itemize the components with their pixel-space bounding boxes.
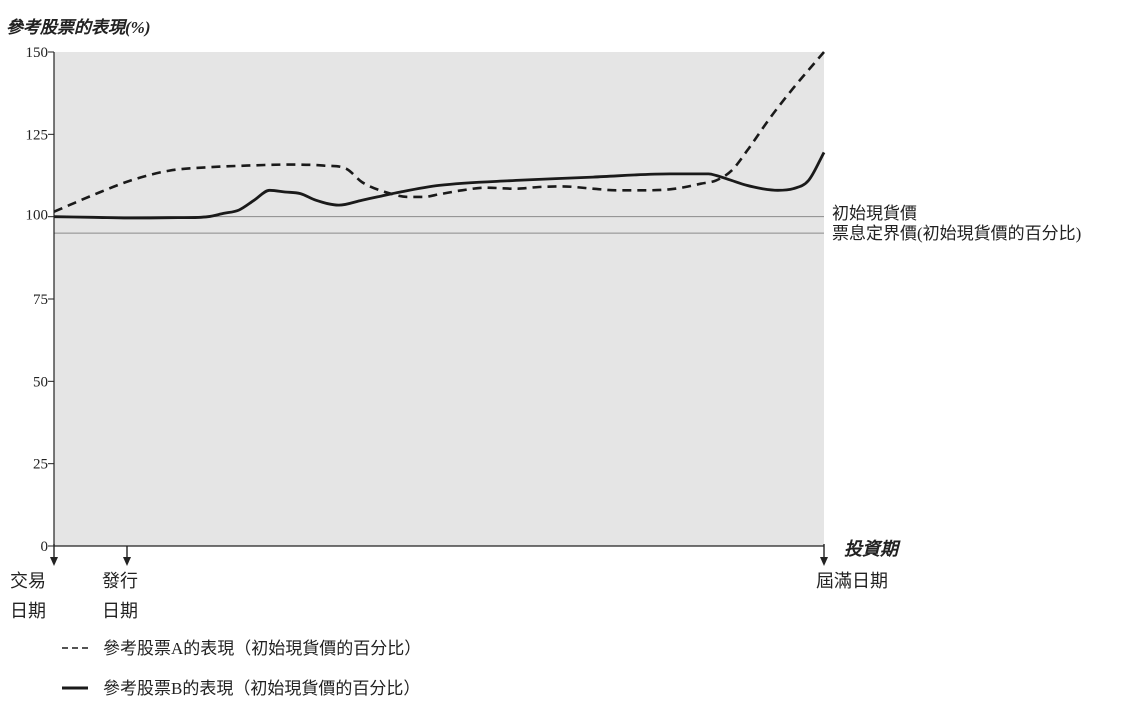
event-label-0-1: 日期: [10, 601, 46, 621]
series-line-a: [53, 51, 825, 213]
y-tick-label-150: 150: [26, 45, 49, 61]
series-line-b: [53, 151, 826, 220]
series-lines: [53, 51, 826, 220]
y-tick-label-125: 125: [26, 127, 49, 143]
y-tick-label-75: 75: [33, 292, 48, 308]
legend-label-b: 參考股票B的表現（初始現貨價的百分比）: [103, 679, 420, 698]
event-arrow-head-0: [50, 557, 58, 566]
reference-label-95: 票息定界價(初始現貨價的百分比): [832, 224, 1081, 243]
plot-background: [54, 52, 824, 546]
y-tick-label-25: 25: [33, 457, 48, 473]
y-tick-label-0: 0: [41, 539, 49, 555]
y-axis-ticks: 0 25 50 75 100 125 150: [26, 45, 54, 555]
x-axis-label: 投資期: [844, 539, 901, 559]
event-arrow-head-1: [123, 557, 131, 566]
event-label-2-0: 屆滿日期: [816, 571, 888, 591]
y-tick-label-100: 100: [26, 208, 49, 224]
chart-title: 參考股票的表現(%): [6, 18, 150, 37]
y-tick-label-50: 50: [33, 374, 48, 390]
event-arrow-head-2: [820, 557, 828, 566]
event-label-0-0: 交易: [10, 571, 46, 591]
reference-label-100: 初始現貨價: [832, 204, 917, 223]
legend-label-a: 參考股票A的表現（初始現貨價的百分比）: [103, 639, 421, 658]
event-label-1-0: 發行: [102, 571, 138, 591]
event-label-1-1: 日期: [102, 601, 138, 621]
legend: 參考股票A的表現（初始現貨價的百分比） 參考股票B的表現（初始現貨價的百分比）: [62, 639, 421, 698]
